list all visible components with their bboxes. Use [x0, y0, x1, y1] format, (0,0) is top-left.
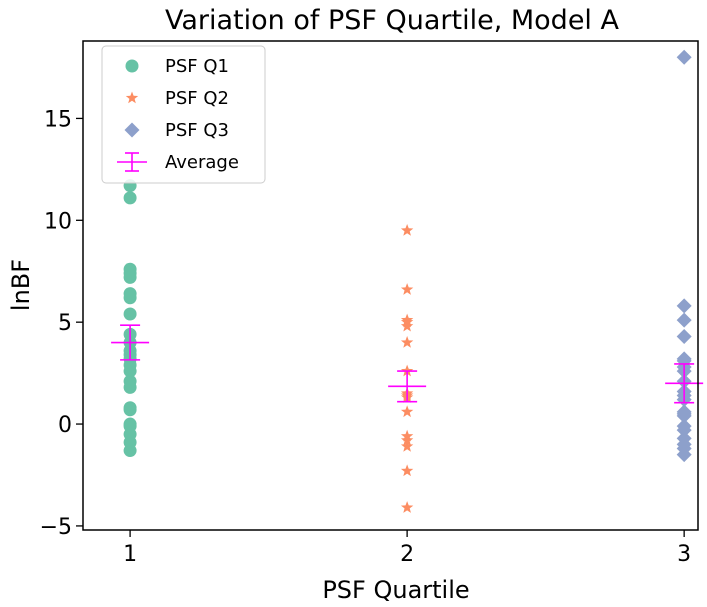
y-axis-label: lnBF: [7, 259, 35, 311]
legend: PSF Q1 PSF Q2 PSF Q3 Average: [101, 45, 266, 184]
plot-area: [111, 49, 704, 513]
data-point: [400, 223, 414, 236]
y-tick-label: 5: [58, 311, 72, 336]
data-point: [400, 501, 414, 513]
data-point: [676, 408, 692, 424]
plot-frame: [82, 40, 699, 531]
data-point: [123, 358, 137, 372]
legend-box: [101, 45, 266, 184]
y-tick-label: 15: [44, 107, 72, 132]
series-psf-q3: [676, 49, 692, 463]
data-point: [400, 439, 414, 452]
errorbar-legend-icon: [117, 152, 147, 172]
legend-label: Average: [165, 152, 239, 173]
data-point: [400, 405, 414, 418]
data-point: [400, 336, 414, 348]
legend-label: PSF Q3: [165, 120, 229, 141]
average-errorbar: [388, 370, 427, 403]
legend-label: PSF Q1: [165, 56, 229, 77]
x-tick-label: 3: [677, 542, 691, 567]
data-point: [676, 298, 692, 314]
data-point: [400, 433, 414, 446]
average-errorbar: [111, 324, 150, 361]
data-point: [123, 380, 137, 394]
legend-entry: Average: [117, 152, 239, 173]
y-tick-label: 0: [58, 413, 72, 438]
data-point: [676, 328, 692, 344]
data-point: [123, 291, 137, 305]
series-average: [111, 324, 704, 404]
y-tick-label: 10: [44, 209, 72, 234]
data-point: [123, 270, 137, 284]
star-legend-icon: [125, 91, 139, 104]
data-point: [400, 319, 414, 332]
data-point: [123, 307, 137, 321]
average-errorbar: [665, 363, 704, 404]
axes: 1 2 3 −5 0 5 10 15: [40, 107, 692, 567]
legend-label: PSF Q2: [165, 88, 229, 109]
y-tick-label: −5: [40, 515, 72, 540]
data-point: [676, 49, 692, 65]
data-point: [676, 312, 692, 328]
circle-legend-icon: [125, 59, 139, 73]
x-tick-label: 2: [400, 542, 414, 567]
chart-title: Variation of PSF Quartile, Model A: [165, 5, 620, 36]
data-point: [676, 422, 692, 438]
data-point: [400, 464, 414, 477]
data-point: [123, 444, 137, 458]
data-point: [400, 283, 414, 295]
data-point: [123, 403, 137, 417]
series-psf-q1: [123, 179, 137, 458]
series-psf-q2: [400, 223, 414, 513]
data-point: [676, 447, 692, 463]
legend-entry: PSF Q1: [125, 56, 229, 77]
data-point: [123, 191, 137, 205]
x-tick-label: 1: [123, 542, 137, 567]
legend-entry: PSF Q2: [125, 88, 229, 109]
legend-entry: PSF Q3: [124, 120, 229, 141]
x-axis-label: PSF Quartile: [322, 576, 469, 604]
diamond-legend-icon: [124, 122, 140, 138]
